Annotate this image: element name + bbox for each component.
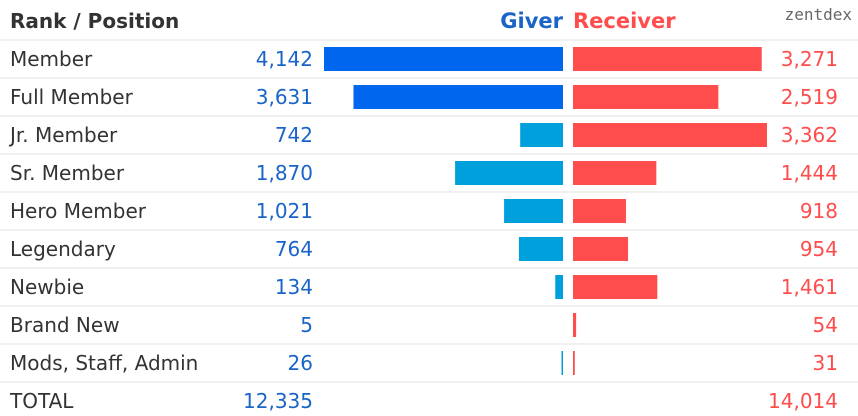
row-label: Legendary: [10, 237, 116, 261]
giver-value: 742: [275, 123, 313, 147]
receiver-value: 31: [813, 351, 838, 375]
giver-value: 3,631: [256, 85, 313, 109]
total-giver-value: 12,335: [243, 389, 313, 413]
row-label: Brand New: [10, 313, 120, 337]
giver-value: 134: [275, 275, 313, 299]
header-rank-position: Rank / Position: [10, 9, 179, 33]
receiver-value: 54: [813, 313, 838, 337]
row-label: Jr. Member: [8, 123, 118, 147]
row-label: Mods, Staff, Admin: [10, 351, 198, 375]
row-label: Sr. Member: [10, 161, 125, 185]
receiver-value: 954: [800, 237, 838, 261]
row-label: Member: [10, 47, 93, 71]
giver-value: 4,142: [256, 47, 313, 71]
receiver-value: 3,271: [781, 47, 838, 71]
receiver-bar: [573, 313, 577, 337]
row-label: Hero Member: [10, 199, 147, 223]
header-receiver: Receiver: [573, 9, 676, 33]
giver-bar: [518, 237, 563, 261]
chart-rows: Member 4,142 3,271 Full Member 3,631 2,519 Jr.…: [0, 39, 858, 413]
row-label: Full Member: [10, 85, 134, 109]
giver-bar: [504, 199, 563, 223]
receiver-value: 1,461: [781, 275, 838, 299]
receiver-value: 1,444: [781, 161, 838, 185]
receiver-bar: [573, 275, 658, 299]
receiver-bar: [573, 237, 629, 261]
brand-logo-text: zentdex: [785, 5, 853, 24]
giver-value: 764: [275, 237, 313, 261]
header-giver: Giver: [500, 9, 563, 33]
receiver-bar: [573, 351, 575, 375]
giver-bar: [455, 161, 563, 185]
receiver-value: 3,362: [781, 123, 838, 147]
receiver-bar: [573, 161, 657, 185]
receiver-bar: [573, 123, 767, 147]
giver-bar: [561, 351, 563, 375]
giver-bar: [353, 85, 563, 109]
receiver-bar: [573, 199, 626, 223]
receiver-value: 2,519: [781, 85, 838, 109]
giver-value: 1,870: [256, 161, 313, 185]
receiver-value: 918: [800, 199, 838, 223]
receiver-bar: [573, 85, 719, 109]
total-receiver-value: 14,014: [768, 389, 838, 413]
giver-value: 5: [300, 313, 313, 337]
receiver-bar: [573, 47, 762, 71]
giver-bar: [555, 275, 563, 299]
giver-value: 1,021: [256, 199, 313, 223]
giver-value: 26: [288, 351, 313, 375]
giver-bar: [324, 47, 563, 71]
total-label: TOTAL: [9, 389, 74, 413]
giver-bar: [520, 123, 563, 147]
row-label: Newbie: [10, 275, 84, 299]
